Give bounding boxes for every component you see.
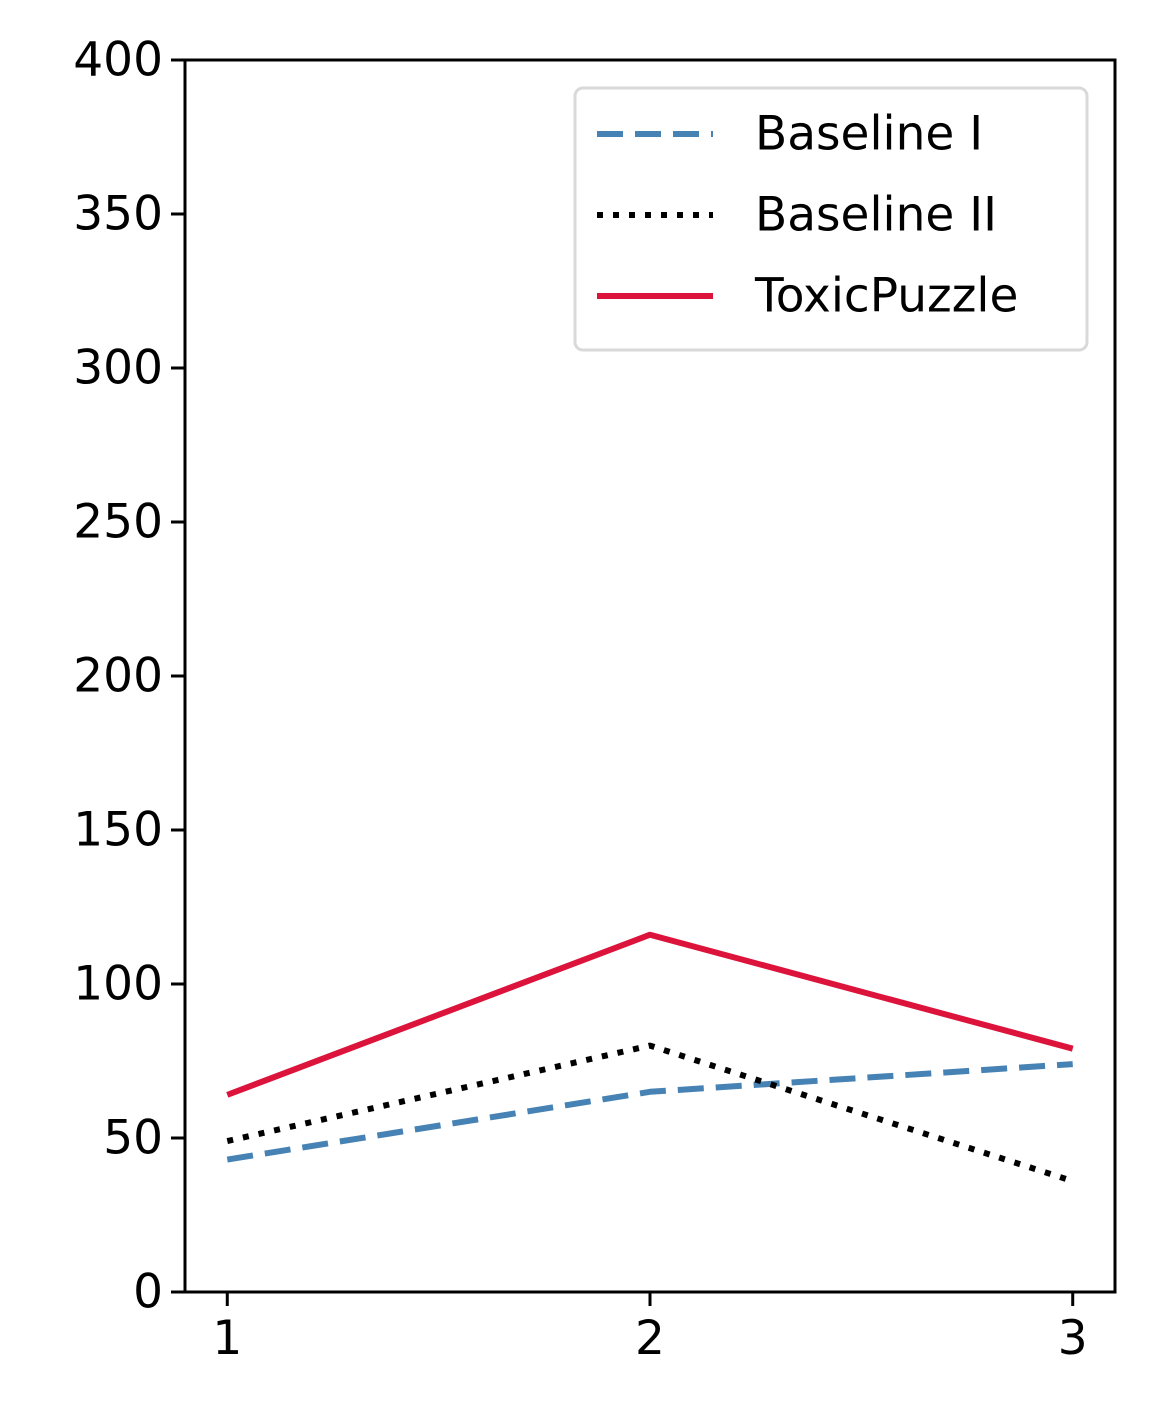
- legend-label: Baseline I: [755, 107, 983, 162]
- y-axis: 0 50 100 150 200 250 300 350 400: [73, 33, 185, 1320]
- legend-label: Baseline II: [755, 188, 997, 243]
- legend: Baseline I Baseline II ToxicPuzzle: [573, 86, 1089, 352]
- x-tick-label: 3: [1058, 1311, 1088, 1366]
- y-tick-label: 200: [73, 649, 163, 704]
- series-line-baseline-ii: [226, 1042, 1074, 1184]
- y-tick-label: 250: [73, 495, 163, 550]
- y-tick-label: 150: [73, 803, 163, 858]
- y-tick-label: 300: [73, 341, 163, 396]
- x-axis: 1 2 3: [212, 1292, 1088, 1366]
- x-tick-label: 2: [635, 1311, 665, 1366]
- y-tick-label: 350: [73, 187, 163, 242]
- legend-box: [573, 86, 1089, 352]
- y-tick-label: 0: [133, 1265, 163, 1320]
- legend-label: ToxicPuzzle: [754, 269, 1018, 324]
- y-tick-label: 50: [103, 1111, 163, 1166]
- series-line-baseline-i: [226, 1061, 1073, 1163]
- y-tick-label: 400: [73, 33, 163, 88]
- y-tick-label: 100: [73, 957, 163, 1012]
- series-layer: [226, 931, 1074, 1184]
- x-tick-label: 1: [212, 1311, 242, 1366]
- series-line-toxicpuzzle: [226, 931, 1074, 1098]
